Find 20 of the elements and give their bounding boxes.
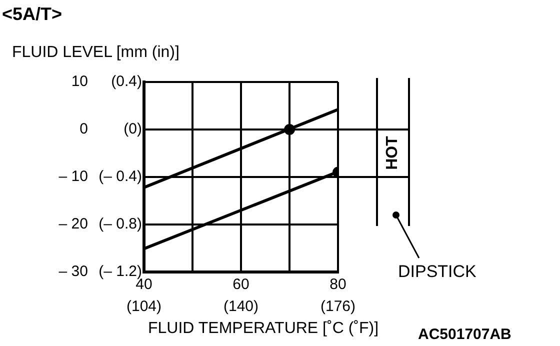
y-tick-label: 10	[71, 73, 88, 90]
y2-tick-label: (0)	[124, 120, 142, 138]
y-tick-label: 0	[80, 120, 88, 138]
y2-tick-label: (0.4)	[111, 73, 142, 90]
chart-title: <5A/T>	[2, 4, 62, 25]
text: AC501707AB	[418, 326, 512, 343]
x2-tick-label: (104)	[126, 298, 162, 316]
y2-tick-label: (– 0.8)	[98, 216, 142, 233]
text: DIPSTICK	[398, 262, 476, 282]
y2-tick-label: (– 0.4)	[98, 168, 142, 186]
x-tick-label: 80	[330, 276, 346, 294]
text: HOT	[384, 136, 402, 170]
x-tick-label: 60	[232, 276, 250, 294]
y-tick-label: – 30	[58, 263, 88, 280]
y-tick-label: – 10	[58, 168, 88, 186]
y-axis-title: FLUID LEVEL [mm (in)]	[12, 44, 180, 62]
x-axis-title: FLUID TEMPERATURE [˚C (˚F)]	[148, 320, 379, 338]
x2-tick-label: (140)	[223, 298, 259, 316]
x2-tick-label: (176)	[320, 298, 356, 316]
y-tick-label: – 20	[58, 216, 88, 233]
